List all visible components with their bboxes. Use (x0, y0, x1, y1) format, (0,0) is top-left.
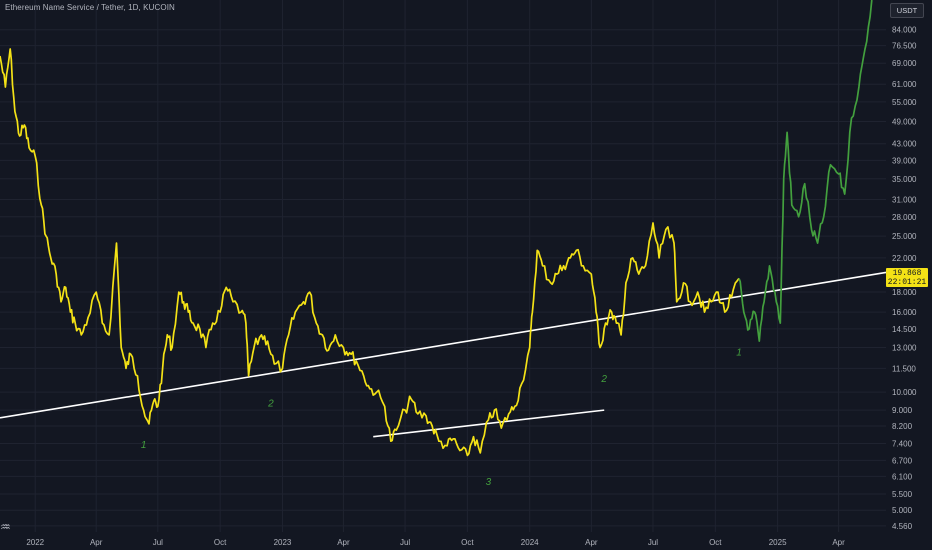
price-tick-label: 28.000 (892, 213, 917, 222)
chart-title: Ethereum Name Service / Tether, 1D, KUCO… (5, 3, 175, 12)
price-tick-label: 9.000 (892, 406, 913, 415)
grid-lines (0, 0, 886, 532)
price-tick-label: 25.000 (892, 232, 917, 241)
price-tick-label: 5.000 (892, 506, 913, 515)
last-price-tag: 19.868 22:01:21 (886, 268, 928, 287)
price-projection-line (738, 0, 873, 342)
wave-label-layer: 1 2 3 2 1 (141, 348, 742, 488)
price-tick-label: 84.000 (892, 26, 917, 35)
price-tick-label: 7.400 (892, 439, 913, 448)
time-tick-label: Oct (214, 538, 227, 547)
currency-button[interactable]: USDT (890, 3, 924, 18)
price-tick-label: 8.200 (892, 422, 913, 431)
time-tick-label: 2024 (521, 538, 539, 547)
price-tick-label: 6.700 (892, 456, 913, 465)
trendline (373, 409, 605, 438)
time-tick-label: Jul (648, 538, 658, 547)
time-tick-label: Apr (337, 538, 350, 547)
wave-label: 1 (736, 348, 742, 359)
price-tick-label: 10.000 (892, 388, 917, 397)
time-tick-label: 2023 (274, 538, 292, 547)
time-tick-label: Apr (90, 538, 103, 547)
time-tick-label: Jul (400, 538, 410, 547)
price-tick-label: 31.000 (892, 195, 917, 204)
wave-label: 3 (486, 477, 492, 488)
time-tick-label: Jul (153, 538, 163, 547)
time-tick-label: Oct (709, 538, 722, 547)
price-tick-label: 11.500 (892, 364, 916, 373)
price-tick-label: 16.000 (892, 308, 917, 317)
price-tick-label: 39.000 (892, 156, 917, 165)
price-tick-label: 55.000 (892, 98, 917, 107)
price-tick-label: 5.500 (892, 490, 913, 499)
time-tick-label: 2022 (26, 538, 44, 547)
price-tick-label: 69.000 (892, 59, 917, 68)
price-tick-label: 43.000 (892, 140, 917, 149)
price-tick-label: 14.500 (892, 325, 917, 334)
time-axis[interactable]: 2022 Apr Jul Oct 2023 Apr Jul Oct 2024 Apr Jul Oct 2… (0, 532, 932, 550)
price-tick-label: 13.000 (892, 343, 917, 352)
price-tick-label: 18.000 (892, 288, 917, 297)
price-tick-label: 76.500 (892, 42, 917, 51)
series-layer (0, 0, 873, 457)
price-tick-label: 61.000 (892, 80, 917, 89)
bar-countdown: 22:01:21 (887, 278, 927, 287)
trendline (0, 271, 887, 419)
time-tick-label: 2025 (769, 538, 787, 547)
price-tick-label: 35.000 (892, 175, 917, 184)
price-tick-label: 22.000 (892, 254, 917, 263)
price-history-line (0, 48, 740, 457)
wave-label: 1 (141, 440, 147, 451)
price-tick-label: 6.100 (892, 472, 913, 481)
time-axis-bg (0, 532, 932, 550)
time-tick-label: Apr (585, 538, 598, 547)
time-tick-label: Apr (832, 538, 845, 547)
last-price-value: 19.868 (892, 269, 922, 278)
time-tick-label: Oct (461, 538, 474, 547)
price-tick-label: 4.560 (892, 522, 913, 531)
price-tick-label: 49.000 (892, 117, 917, 126)
trendline-layer (0, 271, 887, 438)
tradingview-logo-icon[interactable]: ♒ (0, 520, 11, 534)
wave-label: 2 (600, 374, 607, 385)
wave-label: 2 (267, 398, 274, 409)
